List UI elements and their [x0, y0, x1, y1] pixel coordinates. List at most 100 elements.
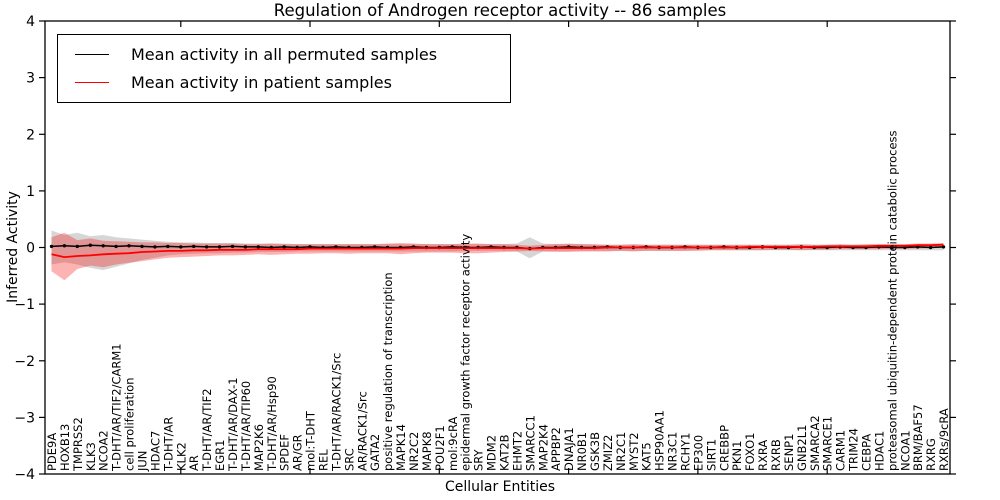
x-category-label: MAPK14 — [394, 424, 408, 471]
x-category-label: RXRA — [756, 440, 770, 471]
x-category-label: SPDEF — [278, 434, 292, 471]
x-category-label: RXRs/9cRA — [937, 408, 951, 471]
data-point-marker — [230, 244, 235, 249]
x-category-label: MAP2K4 — [536, 424, 550, 471]
x-category-label: AR/GR — [291, 434, 305, 471]
data-point-marker — [140, 244, 144, 249]
y-tick-label: −2 — [14, 354, 35, 370]
x-category-label: T-DHT/AR/RACK1/Src — [329, 353, 343, 472]
y-tick-label: −4 — [14, 467, 35, 483]
x-category-label: NCOA1 — [898, 430, 912, 471]
permuted-samples-range-band — [51, 230, 944, 271]
y-tick-label: 1 — [26, 184, 35, 200]
x-category-label: HDAC7 — [148, 431, 162, 471]
x-category-label: AR — [187, 455, 201, 471]
chart-title: Regulation of Androgen receptor activity… — [273, 1, 727, 20]
data-point-marker — [101, 244, 105, 248]
x-category-label: CEBPA — [860, 434, 874, 471]
x-category-label: POU2F1 — [433, 425, 447, 471]
x-category-label: KLK2 — [174, 442, 188, 471]
data-point-marker — [204, 245, 209, 249]
x-category-label: TRIM24 — [847, 428, 861, 472]
x-category-label: AR/RACK1/Src — [355, 391, 369, 471]
x-category-label: EP300 — [691, 435, 705, 471]
x-category-label: SRY — [472, 448, 486, 471]
x-axis-label: Cellular Entities — [444, 479, 556, 495]
x-category-label: EGR1 — [213, 440, 227, 472]
x-category-label: CARM1 — [834, 430, 848, 471]
x-category-label: JUN — [136, 451, 150, 472]
data-point-marker — [166, 244, 170, 249]
x-category-label: SMARCC1 — [523, 415, 537, 471]
data-point-marker — [256, 245, 260, 249]
x-category-label: REL — [317, 449, 331, 471]
patient-samples-range-band — [51, 232, 944, 281]
x-category-label: MDM2 — [485, 435, 499, 471]
patient-line-swatch — [75, 81, 109, 83]
x-category-label: DNAJA1 — [562, 427, 576, 471]
y-tick-label: −1 — [14, 297, 35, 313]
x-category-label: proteasomal ubiquitin-dependent protein … — [885, 130, 899, 471]
data-point-marker — [217, 245, 222, 249]
x-category-label: ZMIZ2 — [601, 435, 615, 471]
x-category-label: MAPK8 — [420, 431, 434, 471]
x-category-label: KAT2B — [498, 434, 512, 471]
x-category-label: FOXO1 — [743, 433, 757, 471]
x-category-label: MYST2 — [627, 432, 641, 471]
y-tick-label: 3 — [26, 71, 35, 87]
data-point-marker — [153, 245, 157, 249]
x-category-label: mol:T-DHT — [304, 410, 318, 471]
x-category-label: MAP2K6 — [252, 424, 266, 471]
data-point-marker — [49, 244, 54, 249]
x-category-label: RXRB — [769, 439, 783, 471]
x-category-label: HSP90AA1 — [653, 410, 667, 471]
data-point-marker — [928, 245, 933, 250]
data-point-marker — [282, 245, 286, 249]
y-tick-label: 2 — [26, 127, 35, 143]
x-category-label: HOXB13 — [58, 424, 72, 471]
x-category-label: KLK3 — [84, 442, 98, 471]
x-category-label: TMPRSS2 — [71, 417, 85, 472]
data-point-marker — [127, 244, 131, 248]
x-category-label: SIRT1 — [704, 439, 718, 471]
x-category-label: NR0B1 — [575, 432, 589, 471]
x-category-label: T-DHT/AR/TIP60 — [239, 381, 253, 472]
data-point-marker — [62, 244, 67, 248]
data-point-marker — [243, 245, 248, 249]
data-point-marker — [88, 243, 93, 247]
x-category-label: cell proliferation — [123, 377, 137, 471]
legend: Mean activity in all permuted samples Me… — [57, 34, 511, 103]
x-category-label: SMARCE1 — [821, 416, 835, 471]
x-category-label: EHMT2 — [510, 431, 524, 471]
x-category-label: CREBBP — [717, 425, 731, 471]
y-tick-label: 4 — [26, 14, 35, 30]
legend-entry-patient: Mean activity in patient samples — [58, 68, 510, 96]
data-point-marker — [75, 244, 80, 249]
legend-label-permuted: Mean activity in all permuted samples — [131, 44, 438, 64]
legend-label-patient: Mean activity in patient samples — [131, 72, 392, 92]
x-category-label: NR2C1 — [614, 432, 628, 471]
x-category-label: HDAC1 — [872, 431, 886, 471]
y-tick-label: 0 — [26, 241, 35, 257]
x-category-label: GSK3B — [588, 432, 602, 471]
x-category-label: NR3C1 — [666, 432, 680, 471]
x-category-label: SENP1 — [782, 434, 796, 471]
x-category-label: T-DHT/AR/DAX-1 — [226, 377, 240, 472]
x-category-label: SRC — [342, 448, 356, 471]
legend-entry-permuted: Mean activity in all permuted samples — [58, 40, 510, 68]
y-axis-label: Inferred Activity — [5, 191, 21, 303]
x-category-label: T-DHT/AR — [161, 417, 175, 472]
x-category-label: PDE9A — [45, 433, 59, 471]
x-category-label: GATA2 — [368, 434, 382, 471]
x-category-label: APPBP2 — [549, 427, 563, 471]
data-point-marker — [114, 244, 118, 249]
x-category-label: T-DHT/AR/Hsp90 — [265, 376, 279, 472]
x-category-label: T-DHT/AR/TIF2 — [200, 388, 214, 472]
x-category-label: RCHY1 — [679, 433, 693, 471]
x-category-label: SMARCA2 — [808, 415, 822, 471]
x-category-label: NR2C2 — [407, 432, 421, 471]
x-category-label: PKN1 — [730, 441, 744, 471]
x-category-label: epidermal growth factor receptor activit… — [459, 234, 473, 471]
